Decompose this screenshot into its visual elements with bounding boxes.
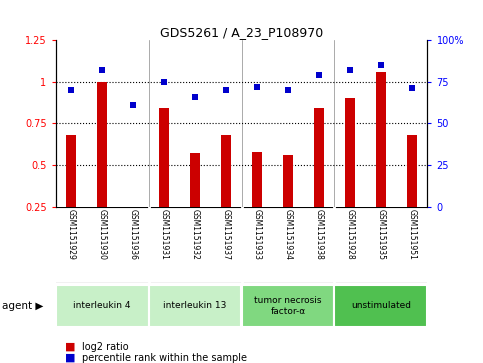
Text: agent ▶: agent ▶ bbox=[2, 301, 44, 311]
Text: GSM1151951: GSM1151951 bbox=[408, 209, 416, 260]
Point bbox=[160, 79, 168, 85]
Title: GDS5261 / A_23_P108970: GDS5261 / A_23_P108970 bbox=[160, 26, 323, 39]
Bar bbox=[344, 98, 355, 207]
Bar bbox=[334, 285, 427, 327]
Bar bbox=[252, 152, 262, 207]
Point bbox=[315, 72, 323, 78]
Point bbox=[222, 87, 230, 93]
Text: tumor necrosis
factor-α: tumor necrosis factor-α bbox=[254, 296, 322, 315]
Bar bbox=[149, 285, 242, 327]
Text: GSM1151929: GSM1151929 bbox=[67, 209, 75, 260]
Text: GSM1151937: GSM1151937 bbox=[222, 209, 230, 260]
Bar bbox=[56, 285, 149, 327]
Bar bbox=[221, 135, 231, 207]
Bar bbox=[66, 135, 76, 207]
Text: GSM1151935: GSM1151935 bbox=[376, 209, 385, 260]
Point bbox=[346, 67, 354, 73]
Bar bbox=[97, 82, 107, 207]
Text: GSM1151938: GSM1151938 bbox=[314, 209, 324, 260]
Text: GSM1151930: GSM1151930 bbox=[98, 209, 107, 260]
Point bbox=[284, 87, 292, 93]
Text: ■: ■ bbox=[65, 352, 76, 363]
Point bbox=[253, 84, 261, 90]
Point bbox=[408, 85, 416, 91]
Text: GSM1151932: GSM1151932 bbox=[190, 209, 199, 260]
Text: GSM1151936: GSM1151936 bbox=[128, 209, 138, 260]
Text: unstimulated: unstimulated bbox=[351, 301, 411, 310]
Bar bbox=[407, 135, 417, 207]
Point bbox=[191, 94, 199, 99]
Text: interleukin 13: interleukin 13 bbox=[163, 301, 227, 310]
Text: GSM1151934: GSM1151934 bbox=[284, 209, 293, 260]
Bar bbox=[376, 72, 386, 207]
Point bbox=[129, 102, 137, 108]
Point bbox=[377, 62, 385, 68]
Text: log2 ratio: log2 ratio bbox=[82, 342, 129, 352]
Bar bbox=[313, 109, 325, 207]
Text: percentile rank within the sample: percentile rank within the sample bbox=[82, 352, 247, 363]
Text: GSM1151931: GSM1151931 bbox=[159, 209, 169, 260]
Bar bbox=[158, 109, 170, 207]
Text: interleukin 4: interleukin 4 bbox=[73, 301, 131, 310]
Bar bbox=[283, 155, 293, 207]
Text: ■: ■ bbox=[65, 342, 76, 352]
Bar bbox=[190, 154, 200, 207]
Bar bbox=[242, 285, 334, 327]
Text: GSM1151933: GSM1151933 bbox=[253, 209, 261, 260]
Text: GSM1151928: GSM1151928 bbox=[345, 209, 355, 260]
Point bbox=[98, 67, 106, 73]
Point bbox=[67, 87, 75, 93]
